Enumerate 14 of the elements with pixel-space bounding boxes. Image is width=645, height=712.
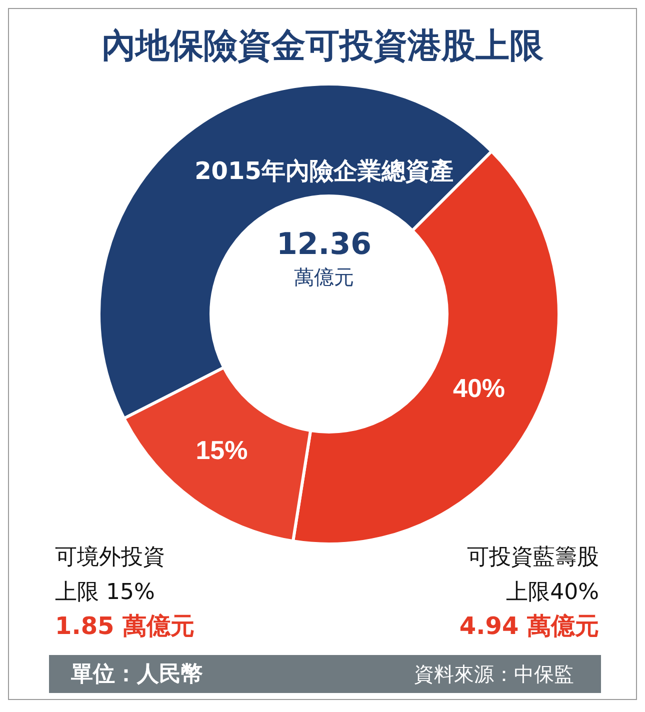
data-label: 15% [196, 434, 248, 465]
text: 萬億元 [294, 265, 354, 289]
text: 上限40% [506, 580, 599, 605]
text: 1.85 萬億元 [55, 612, 195, 640]
chart-title: 內地保險資金可投資港股上限 [100, 25, 544, 68]
slice-label: 可境外投資 [55, 545, 165, 570]
text: 4.94 萬億元 [459, 612, 599, 640]
text: 2015年內險企業總資產 [194, 157, 454, 185]
text: 單位：人民幣 [70, 662, 203, 687]
text: 上限 15% [55, 580, 155, 605]
slice-label: 可投資藍籌股 [467, 545, 599, 570]
source-note: 資料來源：中保監 [414, 662, 574, 686]
data-label: 40% [453, 372, 506, 403]
text: 12.36 [276, 227, 372, 262]
